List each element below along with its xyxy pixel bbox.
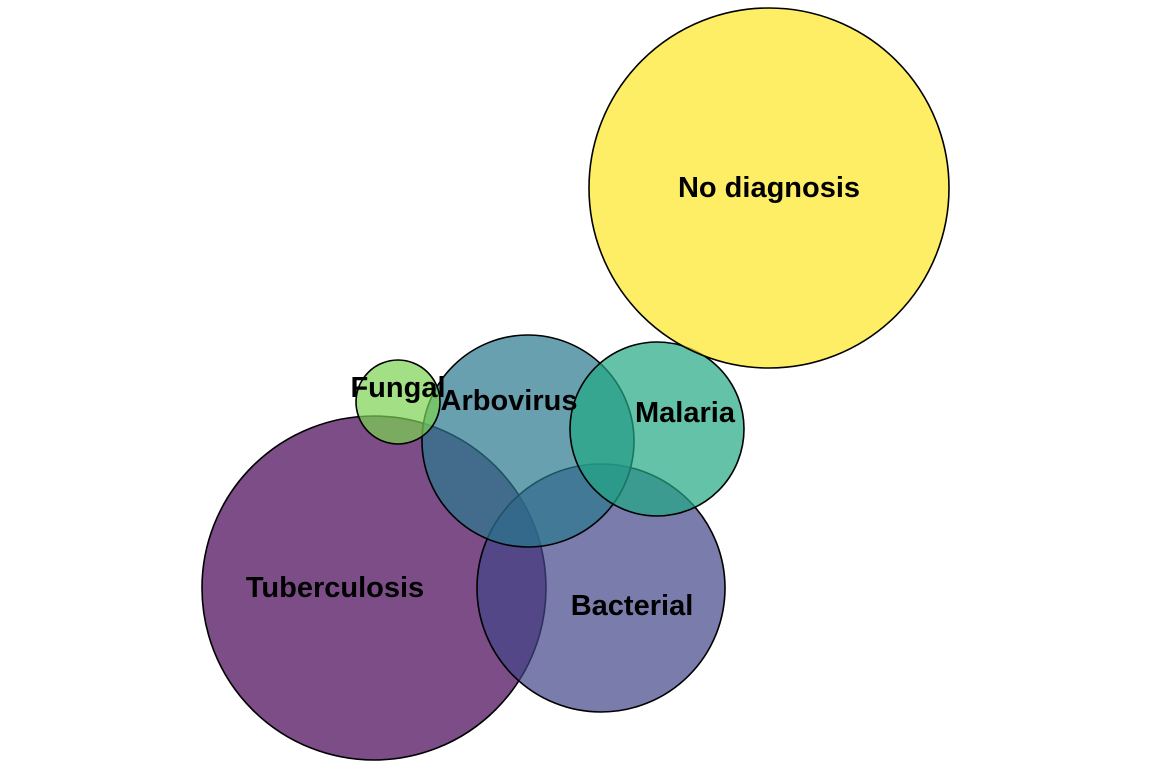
no-diagnosis-circle [588, 7, 950, 369]
no-diagnosis-label: No diagnosis [678, 172, 860, 204]
arbovirus-label: Arbovirus [441, 385, 578, 417]
circles-layer [201, 7, 950, 761]
labels-layer: Tuberculosis Bacterial Arbovirus Malaria… [246, 172, 860, 622]
tuberculosis-label: Tuberculosis [246, 572, 424, 604]
fungal-label: Fungal [350, 372, 445, 404]
malaria-circle [569, 341, 745, 517]
bacterial-label: Bacterial [571, 590, 694, 622]
fungal-circle [355, 359, 441, 445]
malaria-label: Malaria [635, 397, 736, 429]
